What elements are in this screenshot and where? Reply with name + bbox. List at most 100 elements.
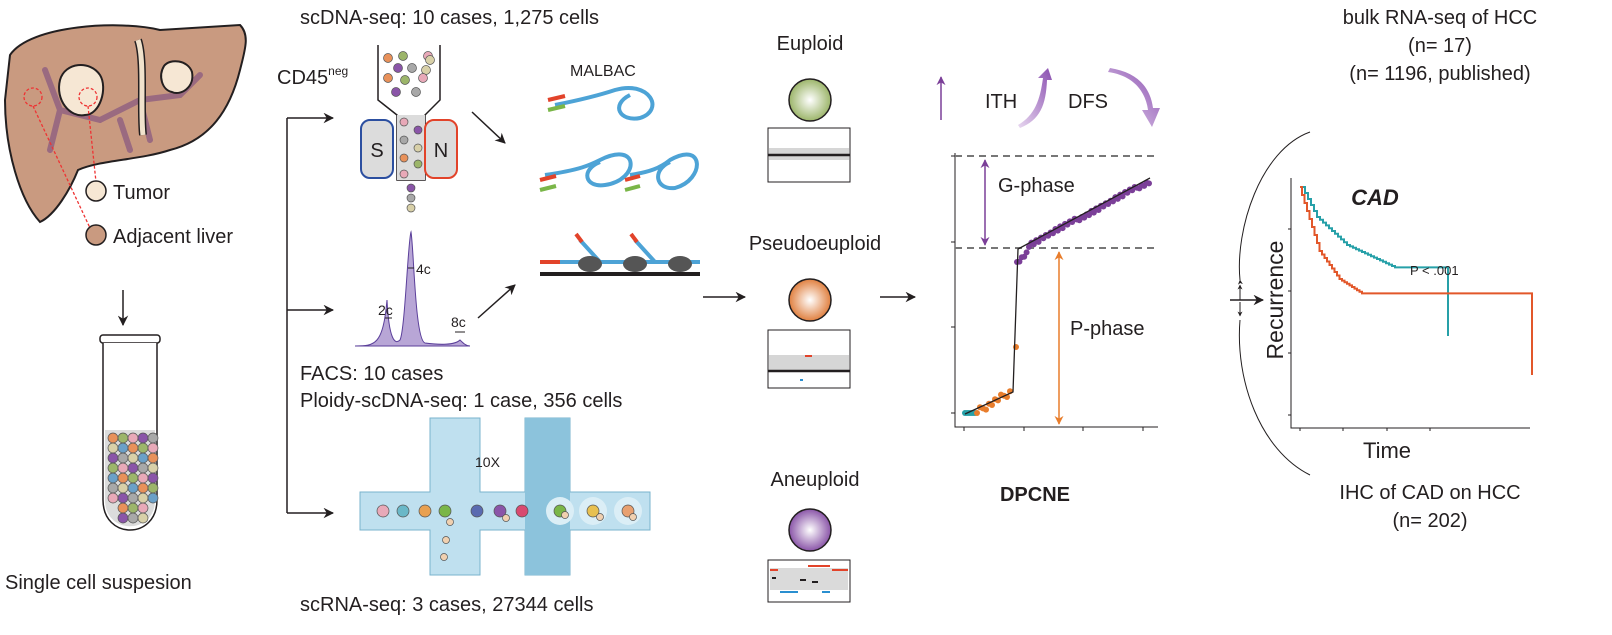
- cell: [137, 452, 149, 464]
- cell: [137, 432, 149, 444]
- polymerase-1: [578, 256, 602, 272]
- tube-cells: [107, 432, 159, 524]
- cell: [117, 512, 129, 524]
- cell: [127, 442, 139, 454]
- cell: [406, 193, 416, 203]
- bulk-published: (n= 1196, published): [1349, 63, 1530, 85]
- facs-cases-label: FACS: 10 cases: [300, 363, 443, 385]
- facs-histogram: [354, 230, 471, 347]
- p-phase-label: P-phase: [1070, 318, 1145, 340]
- aneuploid-cell: [788, 508, 832, 552]
- cell: [107, 462, 119, 474]
- cell: [107, 492, 119, 504]
- euploid-label: Euploid: [777, 33, 844, 55]
- cell: [413, 143, 423, 153]
- cell: [418, 504, 432, 518]
- bead: [502, 514, 510, 522]
- dfs-decrease-arrow: [1108, 68, 1160, 127]
- euploid-cell: [788, 78, 832, 122]
- aneuploid-label: Aneuploid: [771, 469, 860, 491]
- polymerase-2: [623, 256, 647, 272]
- cell: [117, 502, 129, 514]
- ihc-title: IHC of CAD on HCC: [1339, 482, 1520, 504]
- 10x-chip: [359, 417, 651, 576]
- cell: [399, 169, 409, 179]
- cell: [383, 53, 393, 63]
- peak-4c-label: 4c: [416, 261, 431, 277]
- cell: [413, 159, 423, 169]
- branch-arrows: [286, 111, 917, 519]
- tumor-legend-label: Tumor: [113, 182, 170, 204]
- bulk-to-km-arc: [1237, 131, 1311, 285]
- peak-2c-label: 2c: [378, 302, 393, 318]
- cell: [137, 462, 149, 474]
- cd45-label: CD45neg: [277, 64, 348, 89]
- point-aneuploid: [1146, 180, 1152, 187]
- cell: [586, 504, 600, 518]
- cell: [127, 432, 139, 444]
- dpcne-fit-line: [964, 177, 1151, 415]
- cell: [399, 153, 409, 163]
- cell: [418, 73, 428, 83]
- cell: [399, 117, 409, 127]
- sorter-n-label: N: [434, 140, 448, 162]
- cell: [493, 504, 507, 518]
- ihc-to-km-arc: [1238, 319, 1311, 476]
- cell: [127, 482, 139, 494]
- point-aneuploid: [1021, 253, 1028, 260]
- phase-threshold-lines: [955, 155, 1158, 249]
- bead: [561, 511, 569, 519]
- sorter-cells: [383, 51, 435, 213]
- cell: [137, 492, 149, 504]
- ith-label: ITH: [985, 91, 1017, 113]
- cell: [413, 125, 423, 135]
- cell: [147, 472, 159, 484]
- cell: [147, 482, 159, 494]
- pseudoeuploid-cnv-plot: [767, 329, 851, 389]
- liver-illustration: [3, 23, 247, 229]
- cell: [398, 51, 408, 61]
- dpcne-title: DPCNE: [1000, 484, 1070, 506]
- cell: [107, 432, 119, 444]
- cell: [411, 87, 421, 97]
- cell: [117, 442, 129, 454]
- euploid-cnv-plot: [767, 127, 851, 183]
- pseudoeuploid-cell: [788, 278, 832, 322]
- pseudoeuploid-label: Pseudoeuploid: [749, 233, 881, 255]
- point-pseudoeuploid: [989, 402, 995, 408]
- cell: [147, 452, 159, 464]
- cell: [127, 512, 139, 524]
- facs-sorter-icon: [360, 45, 458, 181]
- peak-8c-label: 8c: [451, 314, 466, 330]
- km-xlabel: Time: [1363, 438, 1411, 463]
- cell: [137, 502, 149, 514]
- cell: [406, 183, 416, 193]
- bulk-title: bulk RNA-seq of HCC: [1343, 7, 1538, 29]
- suspension-label: Single cell suspesion: [5, 572, 192, 594]
- cell: [391, 87, 401, 97]
- dpcne-points: [962, 179, 1152, 416]
- p-value: P < .001: [1410, 263, 1459, 278]
- polymerase-3: [668, 256, 692, 272]
- bead: [596, 513, 604, 521]
- bead: [442, 536, 450, 544]
- aneuploid-cnv-plot: [767, 559, 851, 603]
- malbac-label: MALBAC: [570, 63, 636, 80]
- sorter-s-label: S: [370, 140, 383, 162]
- dpcne-axes: [951, 153, 1158, 431]
- cell: [407, 63, 417, 73]
- cell: [107, 442, 119, 454]
- point-pseudoeuploid: [983, 406, 989, 413]
- km-ylabel: Recurrence: [1262, 241, 1288, 360]
- cell: [421, 65, 431, 75]
- cell: [470, 504, 484, 518]
- cell: [127, 472, 139, 484]
- cell: [137, 442, 149, 454]
- scdna-title: scDNA-seq: 10 cases, 1,275 cells: [300, 7, 599, 29]
- km-curve-low: [1300, 186, 1533, 375]
- adjacent-legend-label: Adjacent liver: [113, 226, 233, 248]
- bulk-n: (n= 17): [1408, 35, 1472, 57]
- cell: [117, 452, 129, 464]
- g-phase-label: G-phase: [998, 175, 1075, 197]
